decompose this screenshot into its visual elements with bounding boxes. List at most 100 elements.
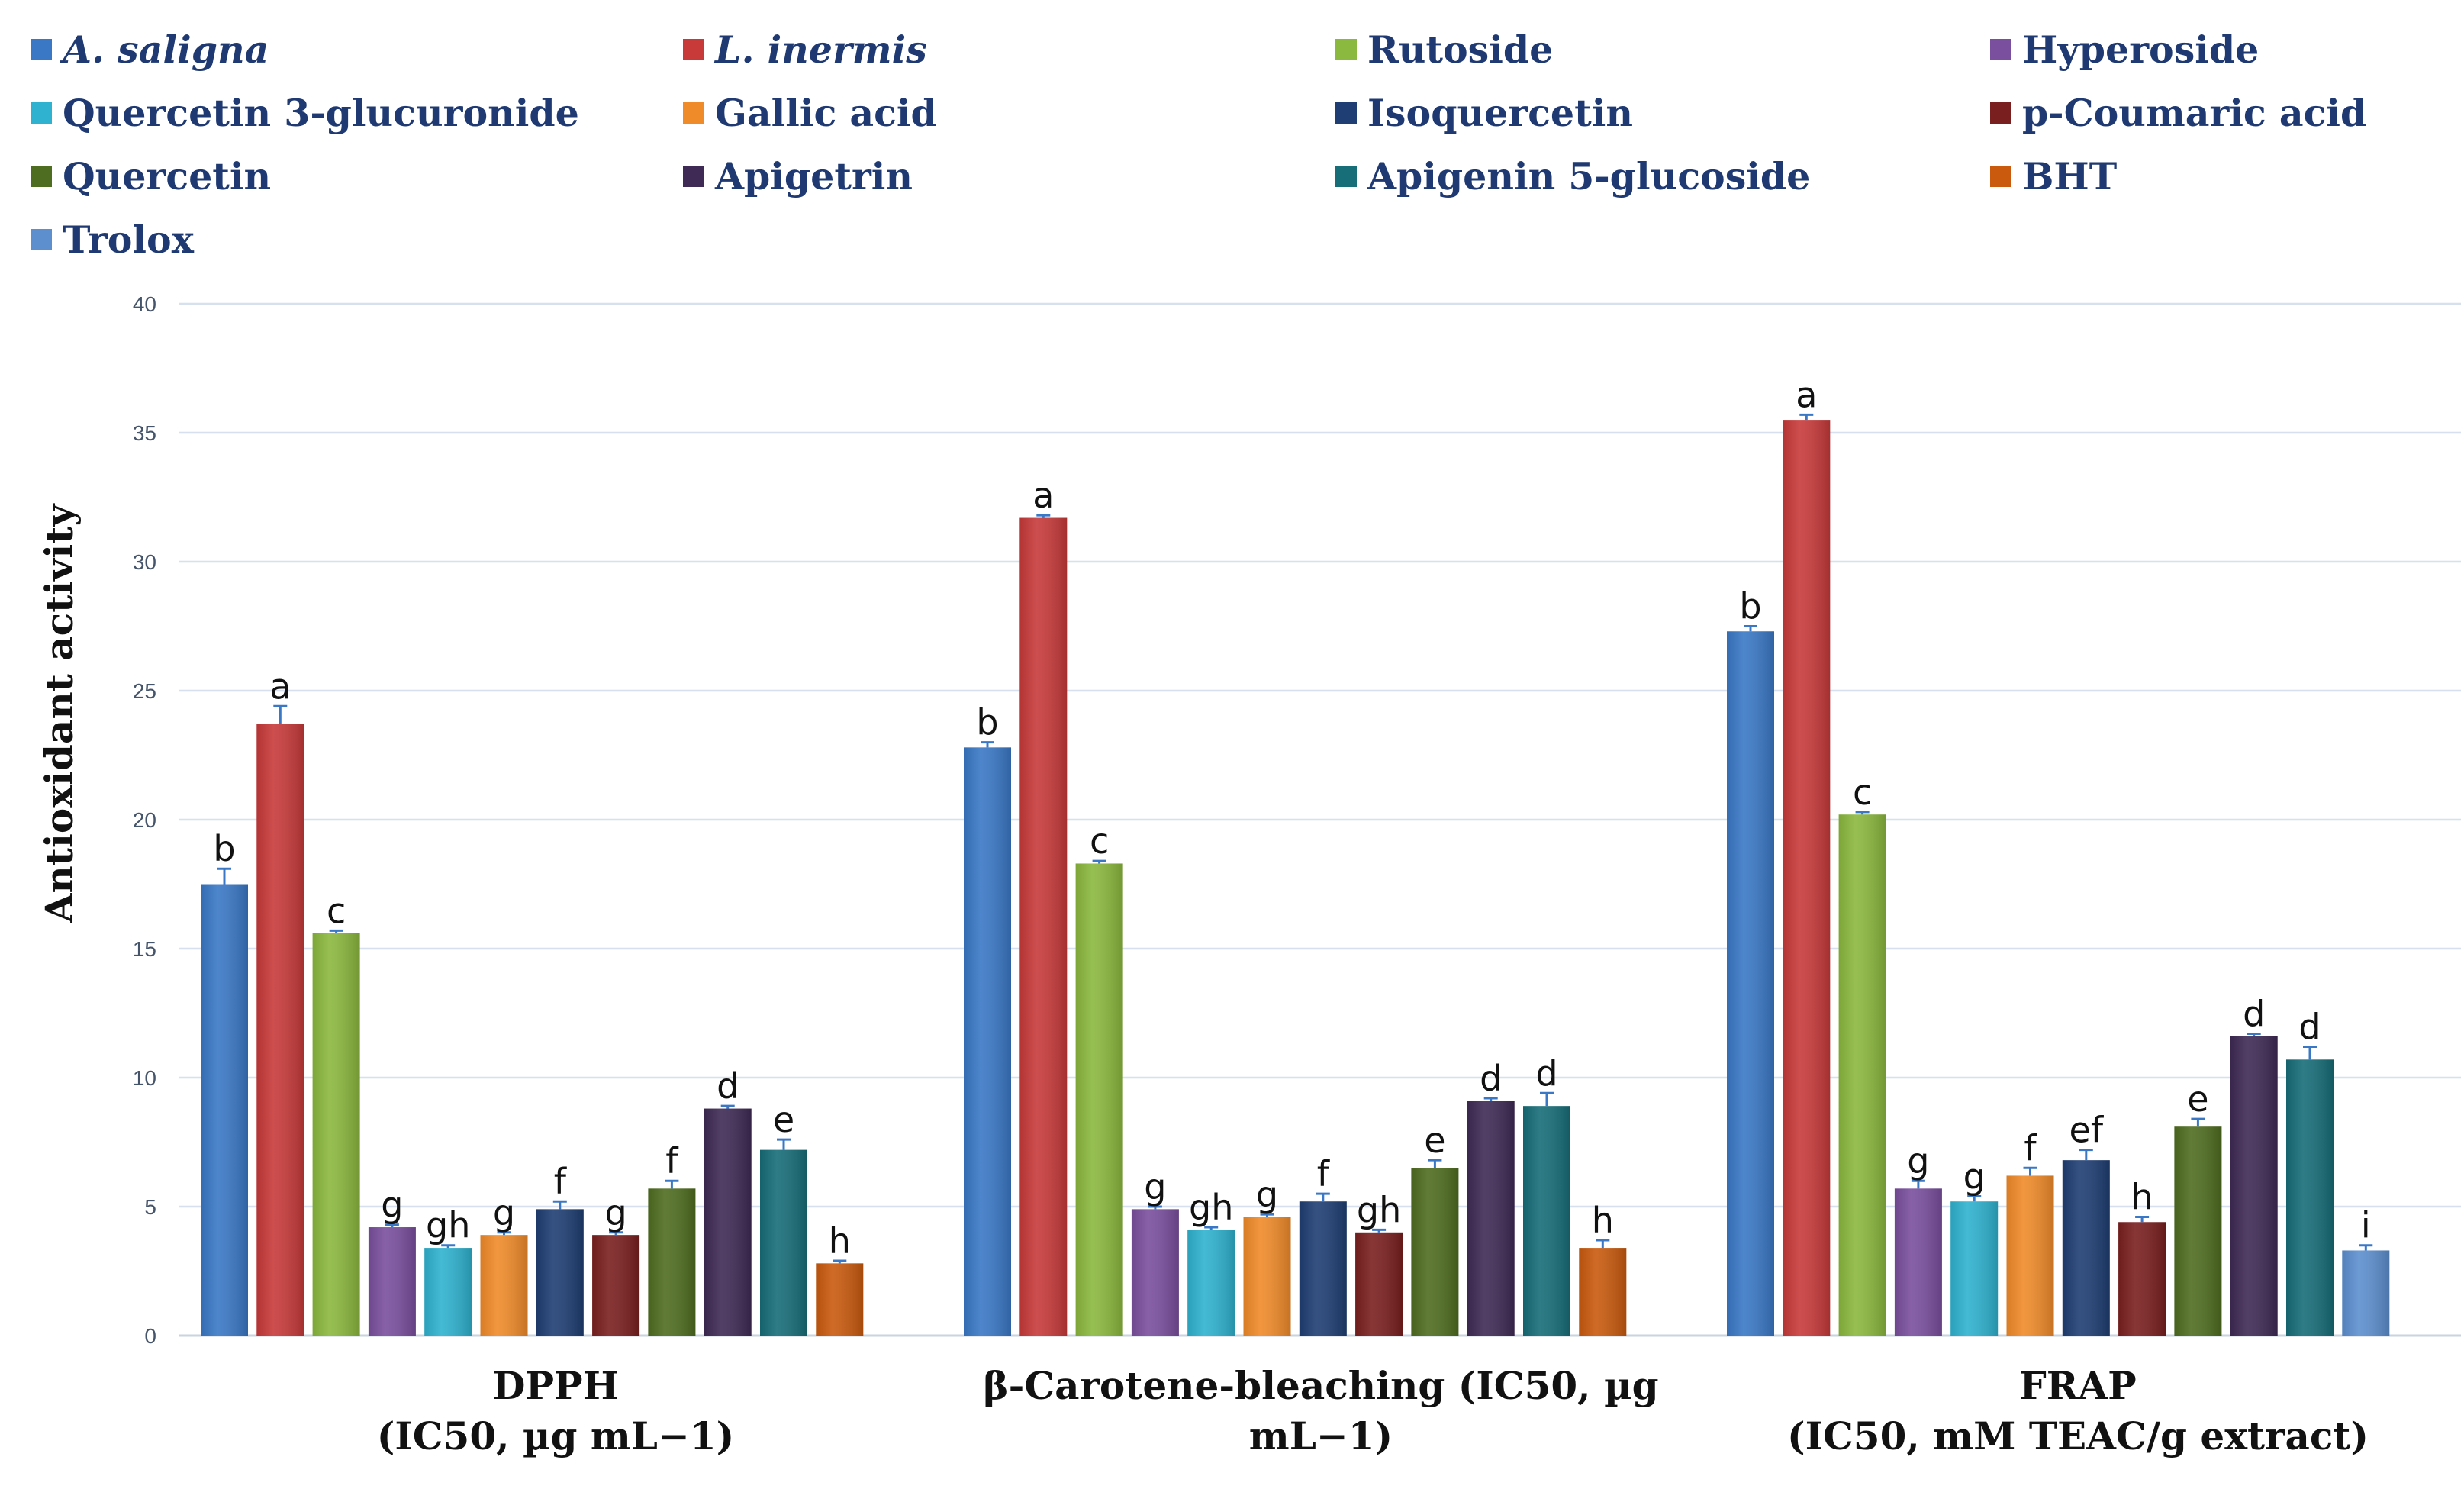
legend-label-apigetrin: Apigetrin bbox=[714, 154, 913, 198]
legend-swatch-bht bbox=[1990, 166, 2011, 187]
y-tick-20: 20 bbox=[133, 808, 156, 832]
significance-label-gallic-acid-dpph: g bbox=[493, 1192, 515, 1233]
significance-label-quercetin-carotene-bleaching-i: e bbox=[1424, 1120, 1445, 1161]
legend-swatch-trolox bbox=[31, 229, 52, 250]
x-category-label-1-line-2: (IC50, µg mL−1) bbox=[377, 1413, 735, 1458]
legend-label-quercetin: Quercetin bbox=[63, 154, 271, 198]
significance-label-apigetrin-frap: d bbox=[2243, 994, 2265, 1035]
significance-label-apigenin-5-glucoside-carotene-bleaching-i: d bbox=[1535, 1052, 1557, 1094]
significance-label-gallic-acid-carotene-bleaching-i: g bbox=[1256, 1174, 1278, 1215]
bar-shade-quercetin-dpph bbox=[648, 1188, 696, 1336]
legend-swatch-apigenin-5-glucoside bbox=[1335, 166, 1357, 187]
significance-label-quercetin-dpph: f bbox=[665, 1140, 679, 1181]
y-axis: 0 5 10 15 20 25 30 35 40 bbox=[133, 292, 156, 1348]
significance-label-quercetin-frap: e bbox=[2187, 1078, 2208, 1120]
legend-swatch-quercetin bbox=[31, 166, 52, 187]
significance-label-a-saligna-frap: b bbox=[1739, 586, 1761, 627]
legend-label-trolox: Trolox bbox=[63, 218, 195, 262]
bar-shade-apigetrin-carotene-bleaching-i bbox=[1467, 1101, 1515, 1336]
bar-shade-apigenin-5-glucoside-dpph bbox=[760, 1149, 807, 1336]
bar-shade-rutoside-carotene-bleaching-i bbox=[1075, 863, 1123, 1336]
legend-label-rutoside: Rutoside bbox=[1367, 27, 1553, 72]
bar-shade-rutoside-dpph bbox=[312, 933, 360, 1336]
bar-shade-hyperoside-carotene-bleaching-i bbox=[1131, 1209, 1179, 1336]
bar-shade-p-coumaric-acid-frap bbox=[2118, 1222, 2166, 1336]
legend-swatch-a-saligna bbox=[31, 39, 52, 60]
significance-label-p-coumaric-acid-frap: h bbox=[2131, 1177, 2153, 1218]
significance-label-hyperoside-dpph: g bbox=[381, 1184, 403, 1226]
bar-shade-bht-carotene-bleaching-i bbox=[1579, 1248, 1627, 1336]
legend-label-bht: BHT bbox=[2022, 154, 2117, 198]
y-tick-10: 10 bbox=[133, 1066, 156, 1090]
significance-label-hyperoside-frap: g bbox=[1907, 1140, 1929, 1181]
bar-shade-quercetin-3-glucuronide-dpph bbox=[424, 1248, 472, 1336]
y-tick-15: 15 bbox=[133, 937, 156, 961]
significance-label-quercetin-3-glucuronide-frap: g bbox=[1963, 1155, 1986, 1197]
bar-shade-isoquercetin-frap bbox=[2062, 1160, 2110, 1336]
bar-shade-apigetrin-dpph bbox=[704, 1108, 752, 1336]
bar-shade-p-coumaric-acid-dpph bbox=[592, 1235, 640, 1336]
bar-shade-p-coumaric-acid-carotene-bleaching-i bbox=[1355, 1232, 1403, 1336]
bar-shade-quercetin-frap bbox=[2174, 1126, 2222, 1336]
significance-label-quercetin-3-glucuronide-carotene-bleaching-i: gh bbox=[1189, 1187, 1233, 1228]
bar-shade-a-saligna-dpph bbox=[201, 884, 248, 1336]
significance-label-rutoside-dpph: c bbox=[327, 890, 346, 931]
bar-shade-quercetin-3-glucuronide-carotene-bleaching-i bbox=[1187, 1230, 1235, 1336]
x-category-label-3-line-2: (IC50, mM TEAC/g extract) bbox=[1787, 1413, 2369, 1458]
bar-shade-gallic-acid-frap bbox=[2006, 1175, 2054, 1336]
x-category-label-2-line-2: mL−1) bbox=[1249, 1413, 1393, 1458]
x-category-label-3-line-1: FRAP bbox=[2019, 1363, 2136, 1408]
x-axis: DPPH (IC50, µg mL−1) β-Carotene-bleaching … bbox=[377, 1363, 2369, 1458]
y-tick-25: 25 bbox=[133, 679, 156, 703]
legend-swatch-rutoside bbox=[1335, 39, 1357, 60]
legend-swatch-gallic-acid bbox=[683, 102, 704, 124]
significance-label-gallic-acid-frap: f bbox=[2024, 1127, 2037, 1168]
y-tick-5: 5 bbox=[144, 1195, 156, 1219]
bar-shade-l-inermis-dpph bbox=[256, 724, 304, 1336]
bar-shade-hyperoside-frap bbox=[1894, 1188, 1942, 1336]
legend-label-isoquercetin: Isoquercetin bbox=[1367, 91, 1633, 135]
legend: A. saligna L. inermis Rutoside Hyperoside Qu… bbox=[31, 27, 2366, 262]
bar-shade-trolox-frap bbox=[2342, 1250, 2390, 1336]
legend-label-p-coumaric-acid: p-Coumaric acid bbox=[2022, 91, 2366, 135]
significance-label-isoquercetin-carotene-bleaching-i: f bbox=[1317, 1153, 1331, 1194]
significance-label-apigenin-5-glucoside-dpph: e bbox=[773, 1099, 794, 1140]
bar-shade-quercetin-3-glucuronide-frap bbox=[1950, 1201, 1999, 1336]
bar-shade-l-inermis-carotene-bleaching-i bbox=[1019, 517, 1068, 1336]
bar-shade-a-saligna-frap bbox=[1727, 631, 1774, 1336]
significance-label-bht-dpph: h bbox=[829, 1220, 851, 1262]
bar-shade-isoquercetin-carotene-bleaching-i bbox=[1299, 1201, 1347, 1336]
significance-label-l-inermis-dpph: a bbox=[269, 666, 291, 707]
bar-shade-isoquercetin-dpph bbox=[536, 1209, 584, 1336]
legend-swatch-quercetin-3-glucuronide bbox=[31, 102, 52, 124]
bar-shade-apigetrin-frap bbox=[2230, 1036, 2278, 1336]
y-tick-35: 35 bbox=[133, 421, 156, 445]
legend-label-hyperoside: Hyperoside bbox=[2022, 27, 2259, 72]
legend-label-quercetin-3-glucuronide: Quercetin 3-glucuronide bbox=[63, 91, 579, 135]
bar-shade-bht-dpph bbox=[816, 1263, 864, 1336]
legend-swatch-apigetrin bbox=[683, 166, 704, 187]
legend-label-gallic-acid: Gallic acid bbox=[715, 91, 937, 135]
significance-label-apigetrin-dpph: d bbox=[717, 1065, 739, 1107]
significance-label-apigenin-5-glucoside-frap: d bbox=[2298, 1006, 2321, 1047]
bar-shade-rutoside-frap bbox=[1838, 814, 1886, 1336]
legend-swatch-l-inermis bbox=[683, 39, 704, 60]
bar-shade-a-saligna-carotene-bleaching-i bbox=[964, 747, 1011, 1336]
bar-shade-quercetin-carotene-bleaching-i bbox=[1411, 1168, 1459, 1336]
bar-shade-l-inermis-frap bbox=[1783, 420, 1831, 1336]
legend-swatch-p-coumaric-acid bbox=[1990, 102, 2011, 124]
significance-label-isoquercetin-frap: ef bbox=[2069, 1110, 2105, 1151]
significance-label-isoquercetin-dpph: f bbox=[554, 1161, 568, 1202]
significance-label-apigetrin-carotene-bleaching-i: d bbox=[1480, 1058, 1502, 1099]
significance-label-l-inermis-frap: a bbox=[1796, 374, 1817, 415]
legend-label-apigenin-5-glucoside: Apigenin 5-glucoside bbox=[1367, 154, 1810, 198]
x-category-label-1-line-1: DPPH bbox=[492, 1363, 619, 1408]
significance-label-bht-carotene-bleaching-i: h bbox=[1592, 1200, 1614, 1241]
y-tick-30: 30 bbox=[133, 550, 156, 574]
significance-label-a-saligna-carotene-bleaching-i: b bbox=[976, 702, 998, 743]
y-tick-40: 40 bbox=[133, 292, 156, 316]
bar-shade-apigenin-5-glucoside-frap bbox=[2286, 1059, 2334, 1336]
legend-label-l-inermis: L. inermis bbox=[713, 27, 927, 72]
